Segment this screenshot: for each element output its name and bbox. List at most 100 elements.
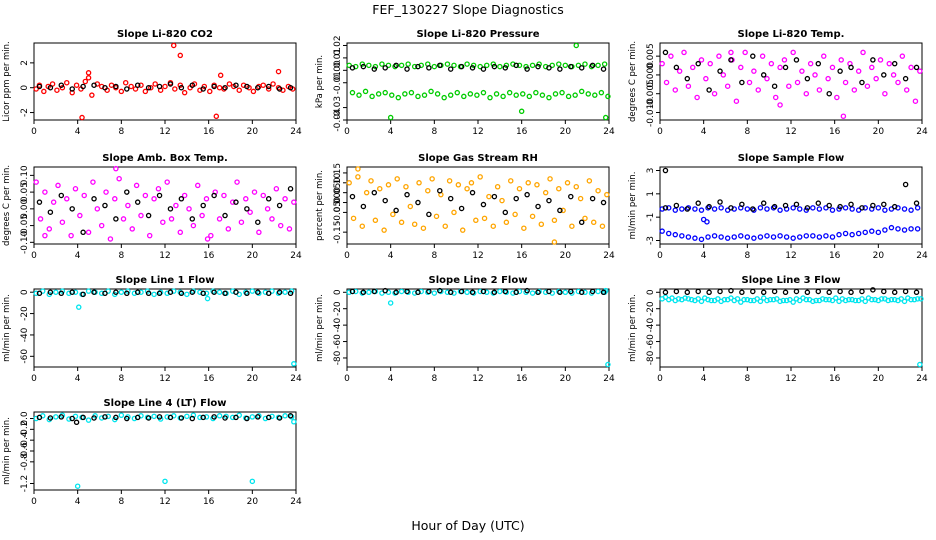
data-point	[692, 206, 698, 212]
data-point	[233, 289, 239, 295]
data-point	[362, 88, 369, 95]
data-point	[480, 66, 487, 72]
data-point	[233, 82, 239, 88]
series-main	[33, 412, 297, 489]
data-point	[556, 61, 562, 67]
data-point	[360, 203, 367, 210]
data-point	[578, 88, 585, 95]
data-point	[134, 289, 141, 295]
x-tick-label: 0	[31, 251, 37, 261]
data-point	[275, 68, 282, 75]
data-point	[250, 88, 257, 95]
data-point	[546, 94, 552, 101]
data-point	[128, 83, 134, 90]
data-point	[506, 89, 513, 96]
data-point	[387, 114, 394, 121]
data-point	[349, 193, 356, 200]
y-tick-label: -60	[646, 334, 656, 349]
x-tick-label: 4	[75, 251, 81, 261]
data-point	[157, 289, 164, 295]
data-point	[500, 93, 506, 100]
data-point	[685, 234, 692, 240]
data-point	[437, 62, 443, 69]
data-point	[917, 68, 923, 74]
data-point	[113, 289, 119, 295]
y-tick-label: 3	[646, 168, 656, 174]
data-point	[804, 205, 811, 211]
data-point	[852, 297, 859, 304]
data-point	[145, 290, 152, 297]
data-point	[760, 289, 767, 296]
y-axis-label: degrees C per min.	[628, 41, 638, 122]
data-point	[162, 478, 168, 485]
data-point	[690, 64, 696, 71]
data-point	[156, 83, 163, 90]
data-point	[291, 361, 297, 367]
data-point	[859, 79, 865, 86]
data-point	[138, 212, 144, 219]
data-point	[451, 290, 457, 296]
data-point	[695, 296, 701, 302]
data-point	[286, 226, 293, 232]
data-point	[848, 201, 854, 208]
data-point	[243, 289, 249, 295]
data-point	[562, 289, 569, 296]
data-point	[190, 222, 197, 229]
data-point	[881, 201, 887, 208]
data-point	[142, 192, 149, 199]
data-point	[491, 289, 498, 296]
data-point	[189, 216, 196, 222]
data-point	[662, 294, 669, 300]
plot-frame	[346, 288, 610, 368]
data-point	[806, 296, 813, 303]
data-point	[673, 288, 680, 295]
data-point	[859, 296, 865, 302]
data-point	[256, 413, 262, 419]
data-point	[194, 182, 201, 189]
data-point	[211, 414, 217, 420]
data-point	[823, 233, 829, 239]
data-point	[216, 216, 223, 222]
data-point	[578, 65, 585, 71]
data-point	[276, 86, 283, 92]
data-point	[142, 88, 149, 95]
data-point	[675, 296, 682, 302]
data-point	[837, 288, 843, 295]
data-point	[368, 178, 374, 184]
data-point	[464, 289, 470, 296]
data-point	[898, 296, 905, 302]
data-point	[431, 290, 438, 296]
data-point	[249, 478, 256, 485]
data-point	[36, 199, 43, 205]
data-point	[480, 201, 487, 208]
data-point	[82, 78, 89, 85]
data-point	[781, 57, 788, 63]
data-point	[355, 174, 361, 180]
series-main	[346, 287, 611, 368]
data-point	[604, 191, 610, 198]
data-point	[826, 202, 832, 209]
x-tick-label: 12	[159, 374, 170, 384]
data-point	[744, 234, 751, 240]
data-point	[152, 81, 158, 87]
x-tick-label: 16	[203, 374, 215, 384]
data-point	[491, 193, 498, 200]
y-tick-label: -20	[20, 306, 30, 321]
series-main	[346, 42, 611, 121]
data-point	[178, 415, 185, 421]
data-point	[222, 84, 228, 91]
data-point	[256, 290, 262, 297]
data-point	[415, 199, 421, 206]
data-point	[870, 287, 876, 293]
data-point	[411, 221, 418, 228]
series-main	[346, 166, 610, 245]
y-tick-label: -0.01	[333, 71, 343, 94]
data-point	[694, 94, 700, 101]
data-point	[516, 62, 523, 69]
plot-frame	[33, 42, 297, 121]
data-point	[526, 93, 533, 100]
data-point	[407, 203, 414, 210]
data-point	[684, 289, 691, 296]
data-point	[47, 209, 54, 215]
panel-6: Slope Sample Flow ml/min per min. 0 4 8 12 16 2…	[628, 153, 928, 261]
